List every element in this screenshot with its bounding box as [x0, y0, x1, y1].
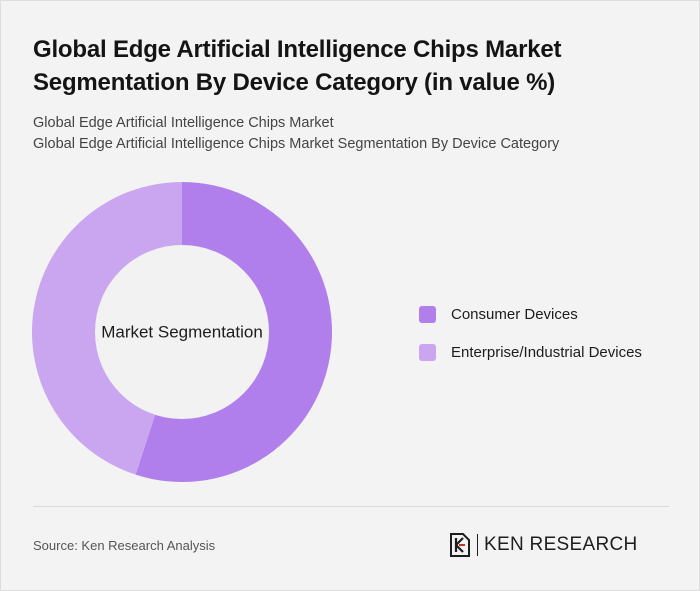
- brand-separator: [477, 534, 478, 556]
- legend-label-consumer-devices: Consumer Devices: [451, 305, 578, 323]
- legend-item-enterprise-industrial-devices[interactable]: Enterprise/Industrial Devices: [419, 339, 689, 365]
- legend-swatch-enterprise-industrial-devices: [419, 343, 436, 361]
- brand-name: KEN RESEARCH: [484, 534, 638, 555]
- legend-item-consumer-devices[interactable]: Consumer Devices: [419, 301, 689, 327]
- chart-subtitle-market: Global Edge Artificial Intelligence Chip…: [33, 115, 334, 131]
- ken-research-logo[interactable]: KEN RESEARCH: [449, 532, 638, 558]
- footer-divider: [33, 506, 669, 507]
- ken-research-k-icon: [450, 533, 470, 557]
- donut-center-label: Market Segmentation: [101, 322, 263, 341]
- donut-chart: Market Segmentation: [31, 182, 333, 482]
- chart-subtitle-segmentation: Global Edge Artificial Intelligence Chip…: [33, 136, 560, 152]
- source-note: Source: Ken Research Analysis: [33, 538, 216, 553]
- donut-center: [95, 245, 269, 419]
- chart-legend: Consumer Devices Enterprise/Industrial D…: [419, 301, 689, 377]
- legend-label-enterprise-industrial-devices: Enterprise/Industrial Devices: [451, 343, 642, 361]
- chart-title: Global Edge Artificial Intelligence Chip…: [33, 36, 562, 96]
- legend-swatch-consumer-devices: [419, 305, 436, 323]
